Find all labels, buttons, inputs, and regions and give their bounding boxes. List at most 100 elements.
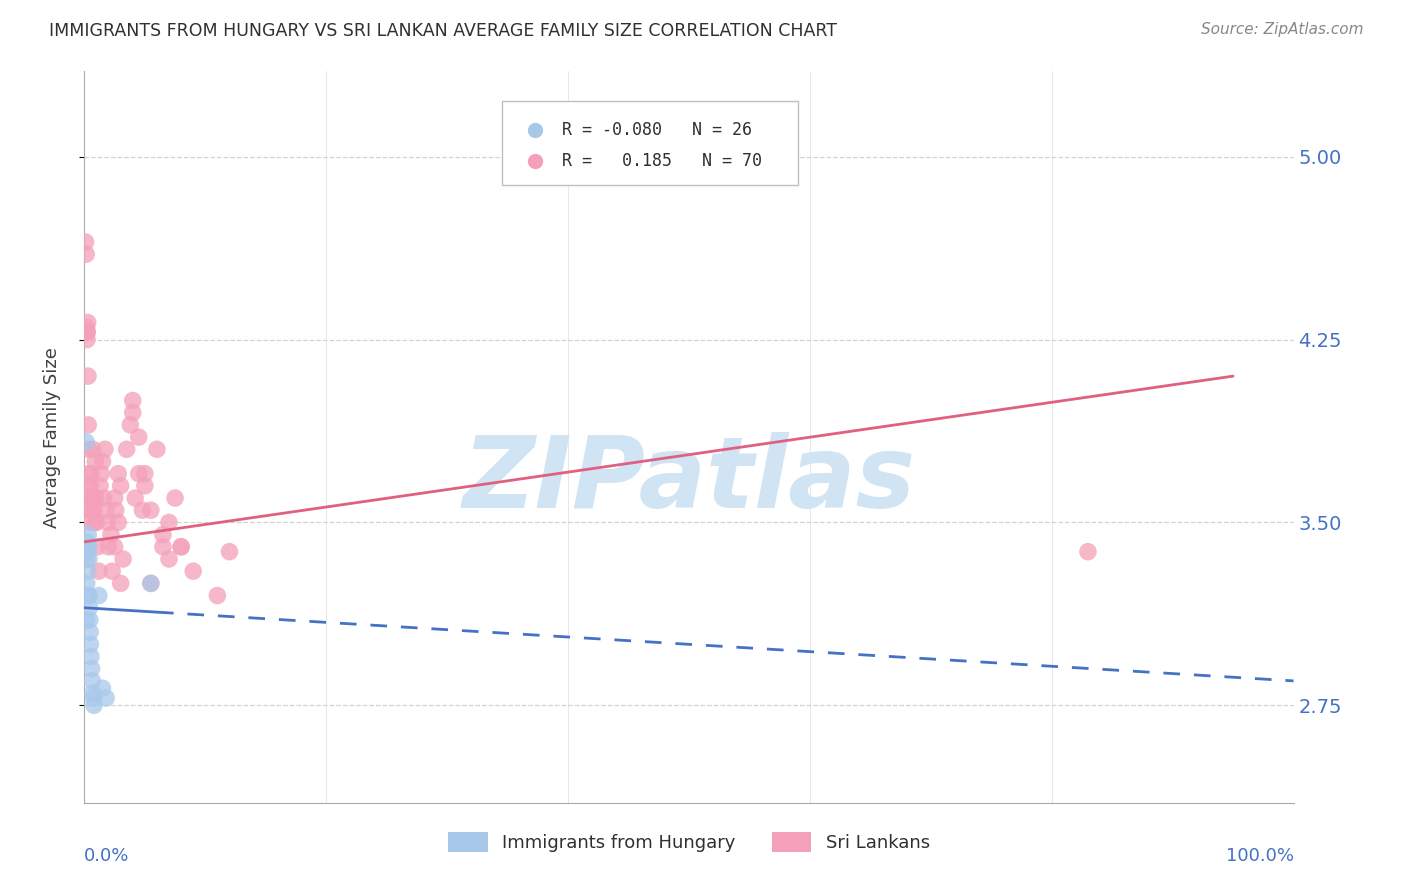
- Point: [110, 576, 132, 591]
- Point: [101, 564, 124, 578]
- Point: [84, 454, 107, 468]
- Point: [83, 698, 105, 713]
- Point: [146, 442, 169, 457]
- Point: [77, 540, 100, 554]
- Point: [80, 467, 103, 481]
- Point: [84, 491, 107, 505]
- Point: [76, 552, 98, 566]
- Point: [83, 516, 105, 530]
- Point: [80, 662, 103, 676]
- Point: [170, 540, 193, 554]
- Point: [77, 589, 100, 603]
- Point: [94, 690, 117, 705]
- Point: [76, 535, 98, 549]
- Point: [76, 320, 98, 334]
- Point: [94, 442, 117, 457]
- Point: [121, 406, 143, 420]
- Point: [128, 430, 150, 444]
- Point: [77, 479, 100, 493]
- Point: [170, 540, 193, 554]
- Point: [79, 613, 101, 627]
- Point: [124, 491, 146, 505]
- FancyBboxPatch shape: [502, 101, 797, 185]
- Point: [91, 454, 114, 468]
- Point: [76, 333, 98, 347]
- Point: [110, 479, 132, 493]
- Point: [139, 576, 162, 591]
- Point: [76, 316, 98, 330]
- Point: [115, 442, 138, 457]
- Point: [134, 467, 156, 481]
- Point: [100, 527, 122, 541]
- Point: [76, 576, 98, 591]
- Point: [77, 467, 100, 481]
- Point: [77, 564, 100, 578]
- Point: [90, 467, 112, 481]
- Point: [134, 479, 156, 493]
- Point: [152, 540, 174, 554]
- Text: R = -0.080   N = 26: R = -0.080 N = 26: [562, 121, 752, 139]
- Point: [75, 247, 97, 261]
- Point: [75, 434, 97, 449]
- Point: [112, 552, 135, 566]
- Point: [77, 589, 100, 603]
- Point: [87, 564, 110, 578]
- Point: [89, 479, 111, 493]
- Point: [82, 442, 104, 457]
- Text: 100.0%: 100.0%: [1226, 847, 1294, 864]
- Point: [76, 613, 98, 627]
- Point: [79, 516, 101, 530]
- Point: [79, 491, 101, 505]
- Point: [76, 325, 98, 339]
- Point: [77, 442, 100, 457]
- Point: [94, 503, 117, 517]
- Point: [86, 540, 108, 554]
- Point: [76, 544, 98, 558]
- Point: [152, 527, 174, 541]
- Point: [207, 589, 229, 603]
- Legend: Immigrants from Hungary, Sri Lankans: Immigrants from Hungary, Sri Lankans: [440, 824, 938, 860]
- Point: [80, 491, 103, 505]
- Point: [1077, 544, 1099, 558]
- Point: [79, 503, 101, 517]
- Point: [218, 544, 240, 558]
- Text: R =   0.185   N = 70: R = 0.185 N = 70: [562, 153, 762, 170]
- Point: [87, 589, 110, 603]
- Point: [97, 540, 120, 554]
- Point: [139, 503, 162, 517]
- Point: [121, 393, 143, 408]
- Point: [80, 649, 103, 664]
- Point: [82, 690, 104, 705]
- Point: [157, 516, 180, 530]
- Point: [107, 467, 129, 481]
- Point: [131, 503, 153, 517]
- Point: [77, 417, 100, 432]
- Text: Source: ZipAtlas.com: Source: ZipAtlas.com: [1201, 22, 1364, 37]
- Point: [104, 540, 127, 554]
- Point: [79, 625, 101, 640]
- Point: [77, 369, 100, 384]
- Point: [82, 673, 104, 688]
- Point: [120, 417, 142, 432]
- Point: [96, 516, 118, 530]
- Point: [107, 516, 129, 530]
- Point: [83, 503, 105, 517]
- Point: [139, 576, 162, 591]
- Point: [79, 479, 101, 493]
- Point: [76, 325, 98, 339]
- Point: [79, 637, 101, 651]
- Point: [82, 686, 104, 700]
- Point: [82, 491, 104, 505]
- Point: [77, 552, 100, 566]
- Point: [79, 600, 101, 615]
- Point: [86, 516, 108, 530]
- Text: 0.0%: 0.0%: [84, 847, 129, 864]
- Point: [165, 491, 187, 505]
- Point: [128, 467, 150, 481]
- Point: [157, 552, 180, 566]
- Point: [93, 491, 115, 505]
- Point: [77, 527, 100, 541]
- Point: [75, 235, 97, 249]
- Point: [104, 503, 127, 517]
- Text: ZIPatlas: ZIPatlas: [463, 433, 915, 530]
